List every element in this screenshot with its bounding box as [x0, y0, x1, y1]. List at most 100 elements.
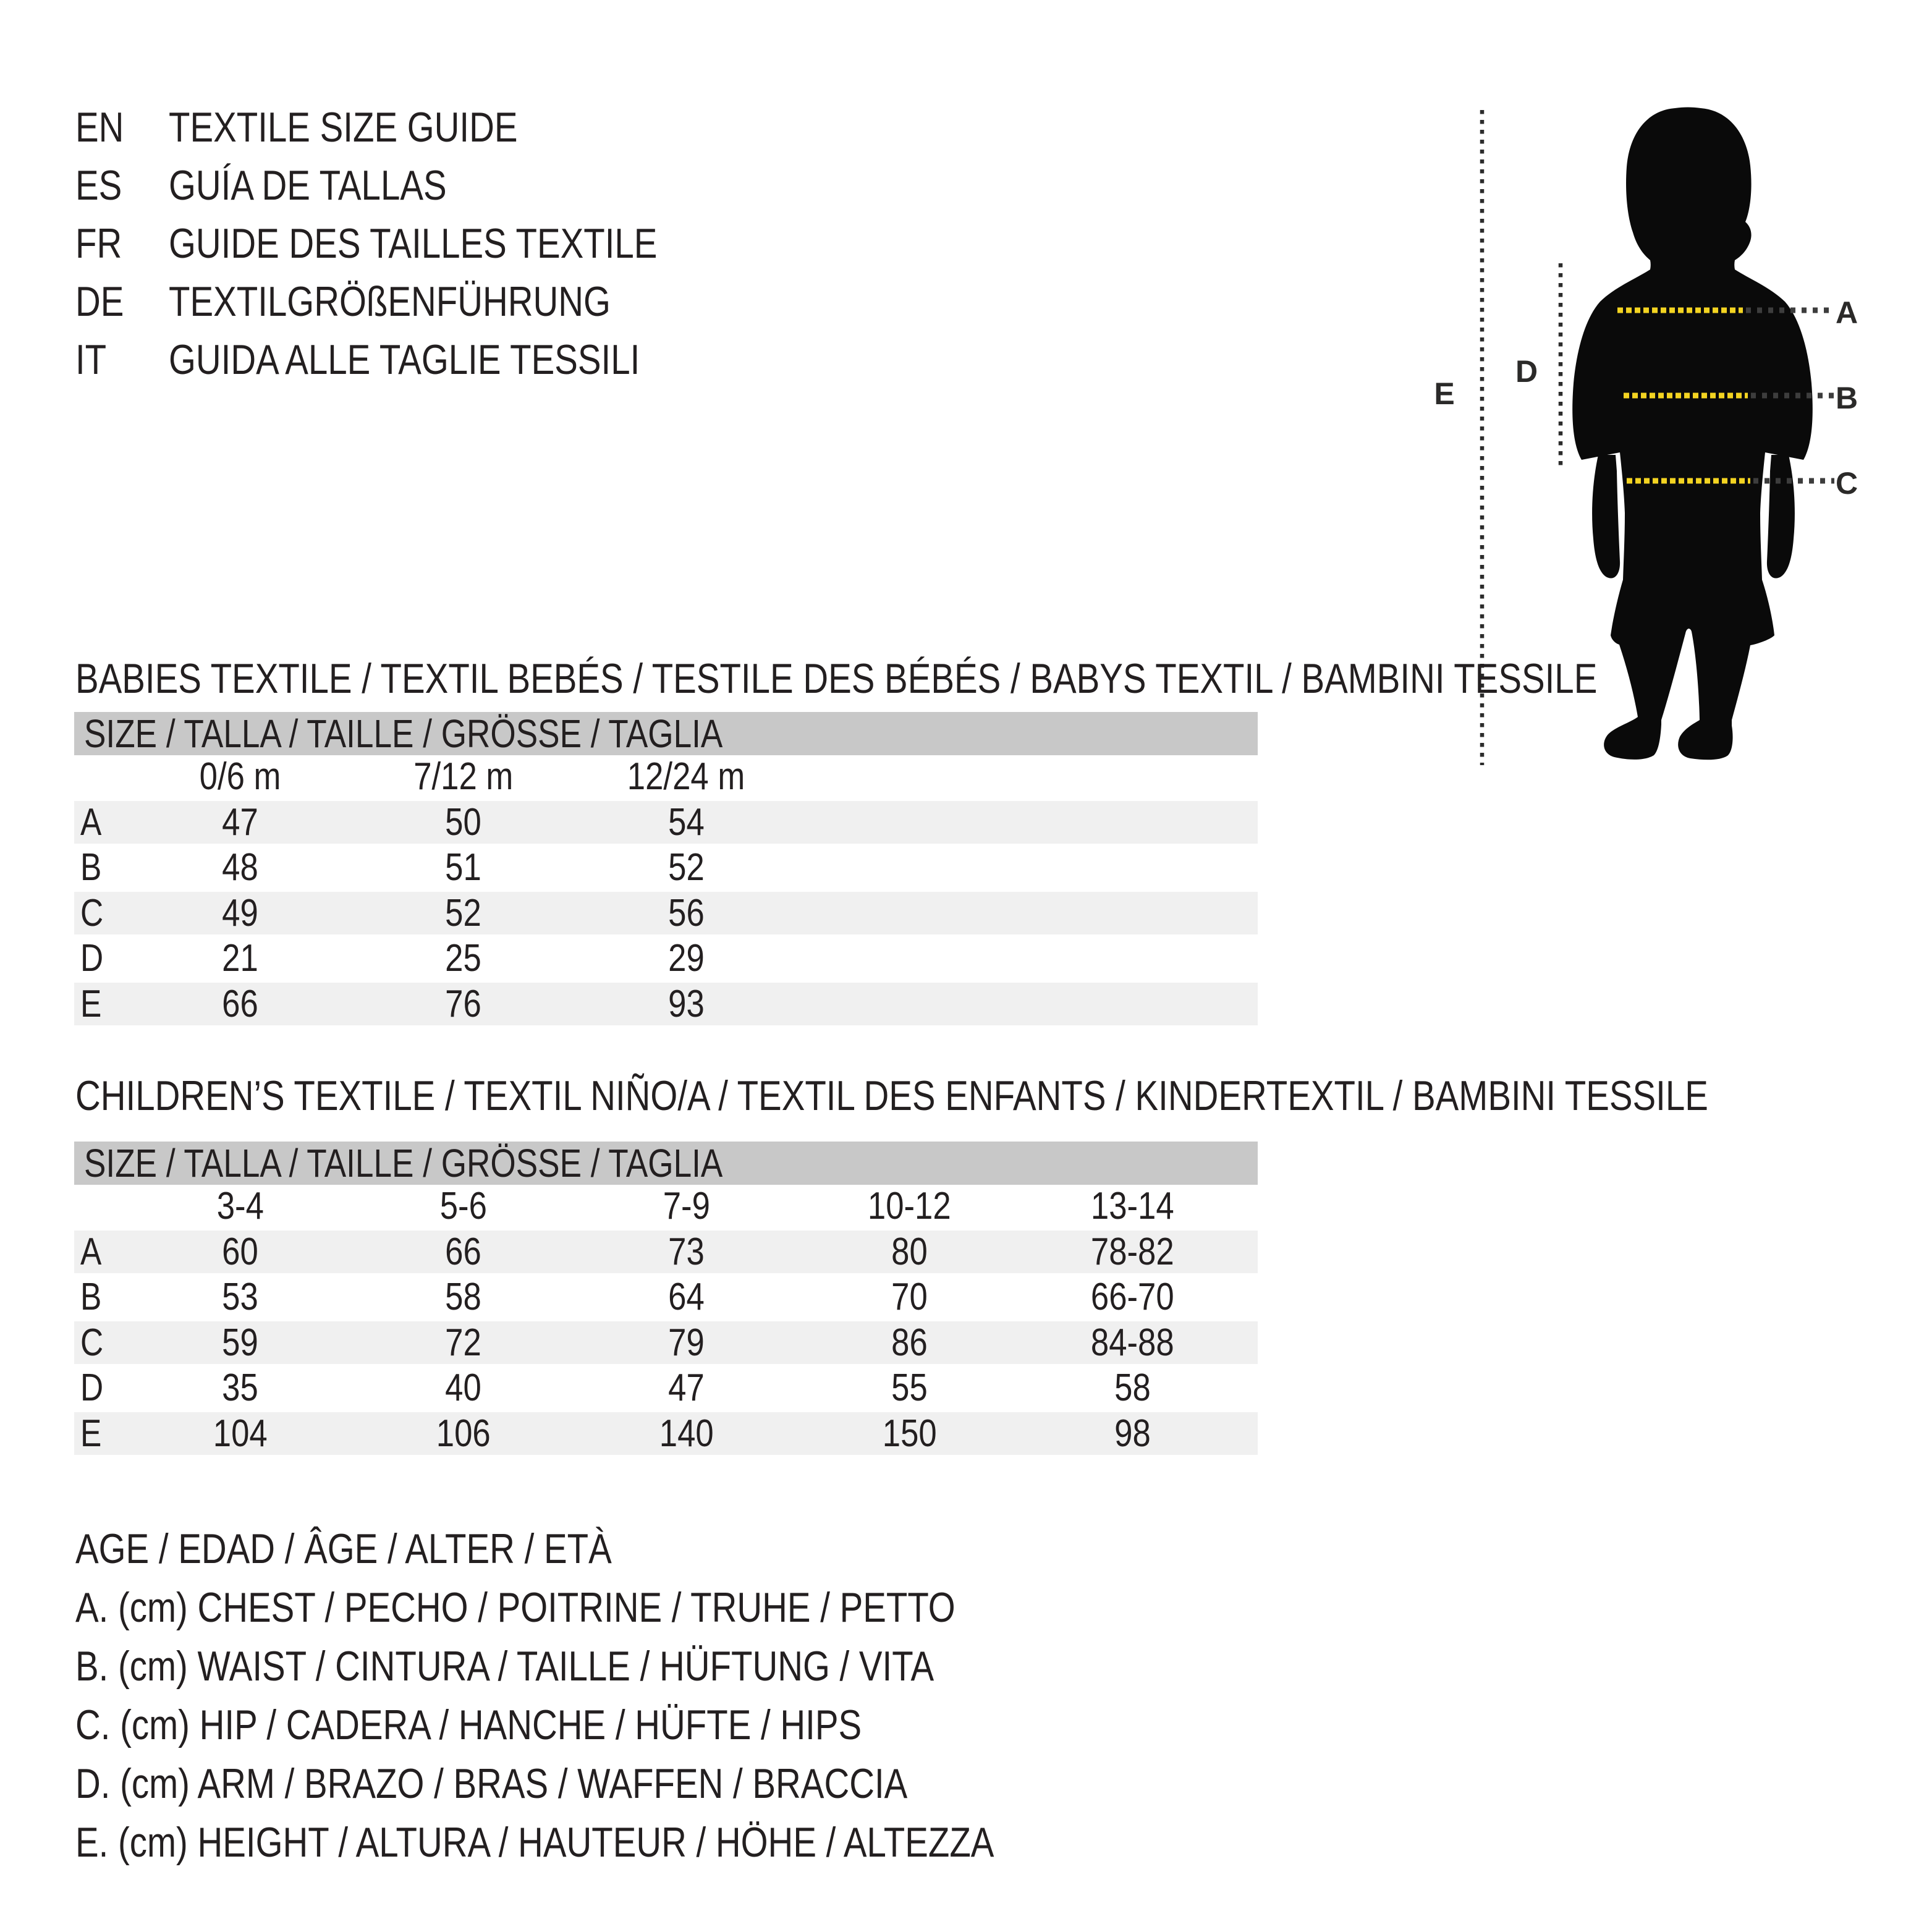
value-cell: 79 — [668, 1321, 705, 1364]
corner-cell — [74, 1185, 129, 1227]
children-section-title: CHILDREN’S TEXTILE / TEXTIL NIÑO/A / TEX… — [75, 1072, 1708, 1119]
value-cell: 25 — [445, 937, 481, 980]
legend-arm: D. (cm) ARM / BRAZO / BRAS / WAFFEN / BR… — [75, 1760, 908, 1807]
value-cell: 64 — [668, 1276, 705, 1318]
row-label: A — [80, 800, 102, 844]
value-cell: 106 — [436, 1412, 491, 1455]
spacer-cell — [1244, 1185, 1258, 1227]
row-label: D — [80, 1366, 104, 1409]
lang-code: EN — [75, 104, 124, 151]
spacer-cell — [798, 755, 1258, 798]
value-cell: 93 — [668, 982, 705, 1025]
table-row: C 59 72 79 86 84-88 — [74, 1321, 1258, 1364]
value-cell: 35 — [222, 1366, 258, 1409]
value-cell: 59 — [222, 1321, 258, 1364]
value-cell: 48 — [222, 846, 258, 889]
value-cell: 72 — [445, 1321, 481, 1364]
guide-title: GUÍA DE TALLAS — [169, 162, 447, 209]
value-cell: 58 — [1114, 1366, 1151, 1409]
legend-waist: B. (cm) WAIST / CINTURA / TAILLE / HÜFTU… — [75, 1643, 934, 1690]
table-row: C 49 52 56 — [74, 891, 1258, 934]
value-cell: 76 — [445, 982, 481, 1025]
spacer-cell — [798, 983, 1258, 1025]
lang-code: IT — [75, 336, 107, 383]
spacer-cell — [1244, 1412, 1258, 1455]
label-D: D — [1515, 354, 1538, 389]
children-column-headers: 3-4 5-6 7-9 10-12 13-14 — [74, 1185, 1258, 1227]
value-cell: 51 — [445, 846, 481, 889]
row-label: C — [80, 891, 104, 934]
lang-code: FR — [75, 220, 122, 267]
spacer-cell — [1244, 1366, 1258, 1409]
label-E: E — [1434, 376, 1454, 411]
value-cell: 50 — [445, 800, 481, 844]
row-label: E — [80, 982, 102, 1025]
value-cell: 70 — [891, 1276, 928, 1318]
value-cell: 21 — [222, 937, 258, 980]
value-cell: 73 — [668, 1230, 705, 1273]
label-B: B — [1836, 381, 1858, 415]
corner-cell — [74, 755, 129, 798]
value-cell: 52 — [445, 891, 481, 934]
table-row: B 48 51 52 — [74, 846, 1258, 889]
babies-section-title: BABIES TEXTILE / TEXTIL BEBÉS / TESTILE … — [75, 655, 1598, 702]
spacer-cell — [798, 801, 1258, 844]
babies-size-table: SIZE / TALLA / TAILLE / GRÖSSE / TAGLIA … — [74, 712, 1258, 1025]
value-cell: 66 — [445, 1230, 481, 1273]
column-header: 7-9 — [663, 1185, 710, 1227]
value-cell: 49 — [222, 891, 258, 934]
column-header: 12/24 m — [627, 755, 745, 798]
value-cell: 98 — [1114, 1412, 1151, 1455]
silhouette-left-arm — [1592, 455, 1621, 578]
value-cell: 56 — [668, 891, 705, 934]
value-cell: 60 — [222, 1230, 258, 1273]
guide-title: TEXTILGRÖßENFÜHRUNG — [169, 278, 611, 325]
value-cell: 66 — [222, 982, 258, 1025]
value-cell: 47 — [222, 800, 258, 844]
value-cell: 47 — [668, 1366, 705, 1409]
row-label: D — [80, 937, 104, 980]
label-C: C — [1836, 466, 1858, 501]
row-label: B — [80, 846, 102, 889]
table-row: E 66 76 93 — [74, 982, 1258, 1025]
header-line-en: EN TEXTILE SIZE GUIDE — [75, 106, 589, 149]
silhouette-right-arm — [1766, 455, 1795, 578]
legend-hip: C. (cm) HIP / CADERA / HANCHE / HÜFTE / … — [75, 1701, 862, 1748]
value-cell: 86 — [891, 1321, 928, 1364]
size-header-bar: SIZE / TALLA / TAILLE / GRÖSSE / TAGLIA — [74, 712, 1258, 755]
header-line-fr: FR GUIDE DES TAILLES TEXTILE — [75, 222, 757, 265]
child-silhouette-figure — [1572, 107, 1813, 760]
row-label: A — [80, 1230, 102, 1273]
value-cell: 54 — [668, 800, 705, 844]
value-cell: 66-70 — [1091, 1276, 1174, 1318]
table-row: D 21 25 29 — [74, 937, 1258, 980]
value-cell: 140 — [659, 1412, 714, 1455]
header-line-it: IT GUIDA ALLE TAGLIE TESSILI — [75, 338, 736, 381]
value-cell: 53 — [222, 1276, 258, 1318]
children-size-table: SIZE / TALLA / TAILLE / GRÖSSE / TAGLIA … — [74, 1142, 1258, 1455]
value-cell: 40 — [445, 1366, 481, 1409]
label-A: A — [1836, 295, 1858, 330]
size-header-bar: SIZE / TALLA / TAILLE / GRÖSSE / TAGLIA — [74, 1142, 1258, 1185]
legend-age: AGE / EDAD / ÂGE / ALTER / ETÀ — [75, 1525, 612, 1572]
table-row: B 53 58 64 70 66-70 — [74, 1276, 1258, 1318]
value-cell: 78-82 — [1091, 1230, 1174, 1273]
row-label: E — [80, 1412, 102, 1455]
table-row: D 35 40 47 55 58 — [74, 1366, 1258, 1409]
lang-code: ES — [75, 162, 122, 209]
spacer-cell — [1244, 1321, 1258, 1364]
value-cell: 58 — [445, 1276, 481, 1318]
guide-title: GUIDE DES TAILLES TEXTILE — [169, 220, 658, 267]
legend-height: E. (cm) HEIGHT / ALTURA / HAUTEUR / HÖHE… — [75, 1819, 994, 1866]
column-header: 10-12 — [868, 1185, 951, 1227]
spacer-cell — [798, 937, 1258, 980]
babies-column-headers: 0/6 m 7/12 m 12/24 m — [74, 755, 1258, 798]
column-header: 5-6 — [439, 1185, 487, 1227]
spacer-cell — [1244, 1276, 1258, 1318]
silhouette-body — [1572, 107, 1813, 760]
spacer-cell — [1244, 1231, 1258, 1273]
table-row: E 104 106 140 150 98 — [74, 1412, 1258, 1455]
value-cell: 80 — [891, 1230, 928, 1273]
table-row: A 47 50 54 — [74, 800, 1258, 844]
